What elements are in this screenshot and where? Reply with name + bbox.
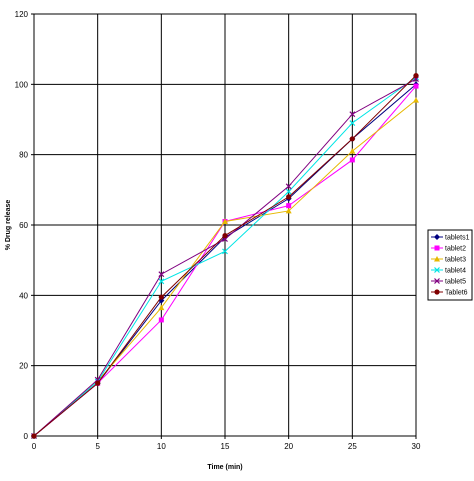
y-tick-label: 60 bbox=[19, 221, 28, 230]
legend-label: tablet4 bbox=[445, 268, 466, 275]
legend-item: tablets1 bbox=[431, 234, 470, 242]
data-point bbox=[158, 317, 164, 323]
series-lines bbox=[31, 72, 419, 439]
data-point bbox=[222, 248, 228, 255]
data-point bbox=[222, 232, 228, 239]
legend-marker bbox=[434, 267, 440, 273]
marker-stroke bbox=[349, 120, 356, 126]
marker-stroke bbox=[158, 271, 165, 278]
data-point bbox=[349, 136, 355, 142]
y-tick-label: 20 bbox=[19, 362, 28, 371]
data-point bbox=[349, 157, 355, 163]
marker-stroke bbox=[222, 248, 228, 255]
data-point bbox=[349, 111, 356, 118]
marker-stroke bbox=[349, 111, 356, 118]
x-tick-label: 15 bbox=[221, 442, 230, 451]
legend-marker bbox=[434, 256, 440, 262]
marker-stroke bbox=[285, 188, 292, 195]
legend-marker bbox=[434, 278, 440, 284]
legend-item: tablet5 bbox=[431, 278, 466, 286]
y-tick-label: 0 bbox=[24, 432, 29, 441]
data-point bbox=[413, 97, 419, 103]
data-point bbox=[286, 194, 292, 200]
marker-stroke bbox=[158, 278, 165, 285]
legend-label: tablet2 bbox=[445, 246, 466, 253]
data-point bbox=[158, 304, 165, 311]
data-point bbox=[158, 294, 164, 300]
y-tick-label: 40 bbox=[19, 291, 28, 300]
x-tick-label: 5 bbox=[95, 442, 100, 451]
data-point bbox=[222, 218, 228, 224]
legend-item: tablet3 bbox=[431, 256, 466, 264]
data-point bbox=[349, 148, 356, 154]
data-point bbox=[286, 203, 292, 209]
data-point bbox=[349, 120, 356, 126]
data-point bbox=[285, 183, 292, 190]
data-point bbox=[413, 83, 419, 89]
legend-label: tablet5 bbox=[445, 279, 466, 286]
legend-box bbox=[427, 229, 473, 301]
legend-label: Tablet6 bbox=[445, 290, 468, 297]
legend-item: tablet2 bbox=[431, 245, 466, 253]
y-tick-label: 80 bbox=[19, 151, 28, 160]
data-point bbox=[158, 278, 165, 285]
marker-stroke bbox=[434, 278, 440, 284]
legend-marker bbox=[434, 245, 440, 251]
x-tick-label: 0 bbox=[32, 442, 37, 451]
series-6 bbox=[31, 72, 419, 439]
legend: tablets1 tablet2 tablet3 tablet4 tablet5 Tabl… bbox=[427, 229, 473, 301]
y-axis-title: % Drug release bbox=[5, 200, 12, 251]
data-point bbox=[158, 271, 165, 278]
x-tick-label: 25 bbox=[348, 442, 357, 451]
data-point bbox=[285, 188, 292, 195]
data-point bbox=[285, 207, 292, 214]
tick-labels: 0 5 10 15 20 25 30 0 20 40 60 80 100 120 bbox=[15, 10, 421, 451]
legend-item: Tablet6 bbox=[431, 289, 468, 297]
y-tick-label: 100 bbox=[15, 80, 29, 89]
grid-lines bbox=[34, 14, 416, 436]
data-point bbox=[31, 433, 37, 439]
x-tick-label: 10 bbox=[157, 442, 166, 451]
x-tick-label: 20 bbox=[284, 442, 293, 451]
legend-marker bbox=[434, 289, 440, 295]
legend-item: tablet4 bbox=[431, 267, 466, 275]
legend-label: tablet3 bbox=[445, 257, 466, 264]
data-point bbox=[413, 72, 419, 79]
legend-marker bbox=[434, 234, 440, 240]
marker-stroke bbox=[285, 183, 292, 190]
data-point bbox=[95, 380, 101, 386]
legend-label: tablets1 bbox=[445, 235, 470, 242]
y-tick-label: 120 bbox=[15, 10, 29, 19]
x-axis-title: Time (min) bbox=[207, 464, 242, 471]
x-tick-label: 30 bbox=[412, 442, 421, 451]
marker-stroke bbox=[434, 267, 440, 273]
